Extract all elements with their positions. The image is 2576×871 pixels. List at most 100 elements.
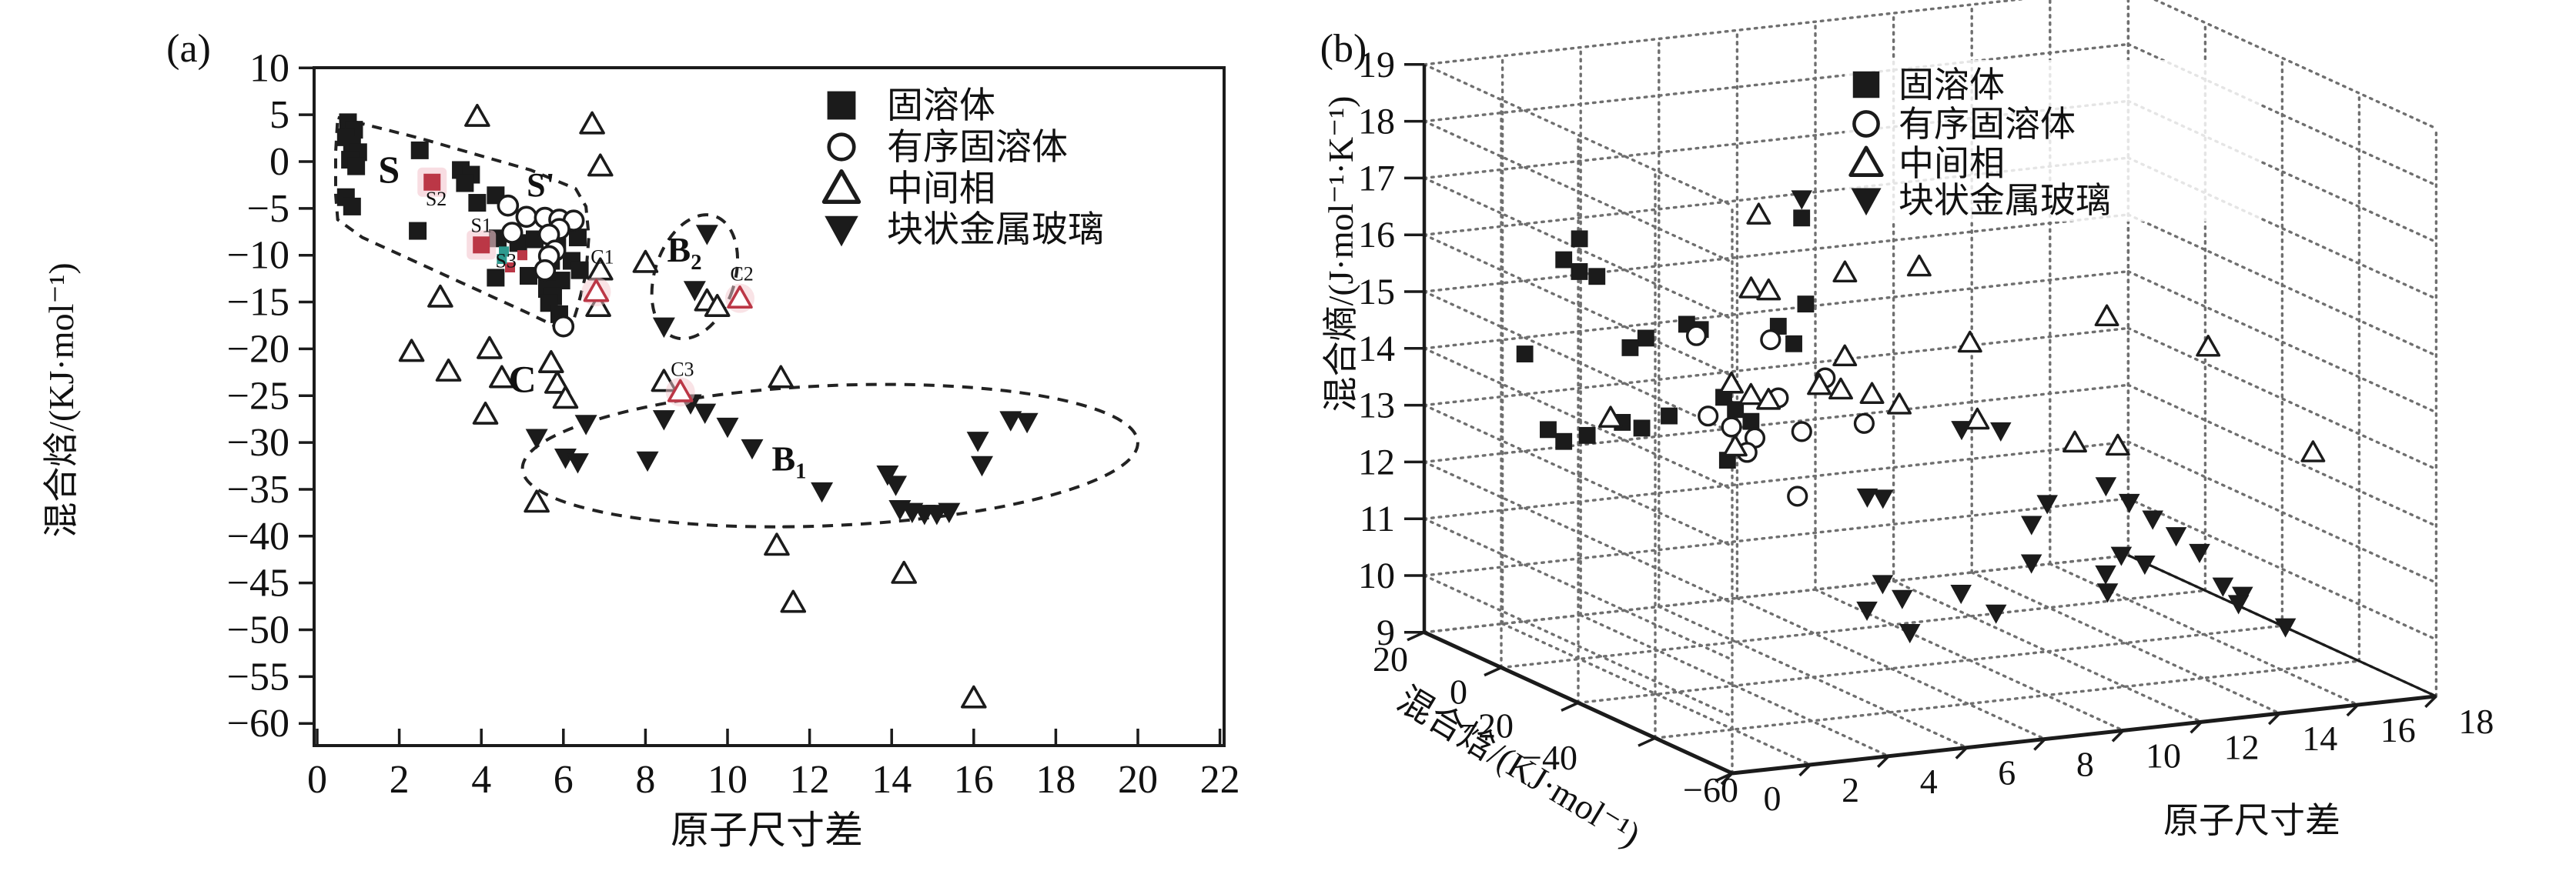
panel-a-label-S3: S3 (495, 250, 516, 272)
中间相-point (1965, 407, 1990, 430)
grid-line (2152, 0, 2438, 130)
x-tick (1876, 755, 1890, 768)
块状金属玻璃-point (2095, 565, 2116, 586)
grid-line (1423, 326, 2130, 407)
块状金属玻璃-point (938, 502, 961, 524)
z-tick-label: 19 (1358, 45, 1395, 85)
有序固溶体-point (1791, 421, 1812, 442)
固溶体-point (552, 272, 570, 290)
x-tick (2267, 712, 2281, 726)
grid-line (1423, 176, 1734, 321)
块状金属玻璃-point (1892, 589, 1913, 609)
grid-line (1423, 0, 2026, 66)
块状金属玻璃-point (1872, 575, 1894, 595)
x-tick (2424, 695, 2437, 709)
中间相-point (1859, 382, 1885, 404)
region-B1-ellipse (520, 382, 1139, 529)
legend-marker-circle-open (827, 132, 856, 162)
块状金属玻璃-point (2096, 583, 2119, 603)
panel-a-series-高亮红色三角 (581, 277, 754, 407)
块状金属玻璃-point (2189, 543, 2210, 563)
有序固溶体-point (552, 315, 575, 338)
块状金属玻璃-point (1950, 585, 1972, 605)
中间相-point (780, 589, 807, 613)
grid-line (1423, 517, 1734, 662)
x-tick-label: 14 (2302, 719, 2337, 758)
y-tick-label: 10 (249, 46, 289, 90)
块状金属玻璃-point (2095, 477, 2117, 497)
高亮红色三角-point (667, 379, 694, 402)
panel-b-ylabel: 混合焓/(KJ·mol⁻¹) (1391, 679, 1648, 855)
x-tick-label: 20 (1118, 758, 1158, 802)
中间相-point (1832, 344, 1858, 367)
中间相-point (1756, 388, 1781, 410)
panel-b-series-块状金属玻璃 (1791, 190, 2297, 644)
grid-line (1970, 571, 2281, 715)
x-tick-label: 22 (1200, 758, 1240, 802)
高亮红色三角-point (727, 285, 753, 309)
块状金属玻璃-point (2021, 516, 2042, 536)
固溶体-point (1578, 426, 1596, 444)
grid-line (1423, 460, 1734, 605)
legend-marker-triangle-open (821, 169, 861, 204)
固溶体-point (1555, 251, 1573, 269)
块状金属玻璃-point (741, 439, 764, 460)
panel-a-letter: (a) (166, 27, 211, 71)
panel-b-letter: (b) (1320, 27, 1367, 71)
grid-line (1423, 233, 1734, 378)
panel-a: (a)0 2 4 6 8 10 12 14 16 18 20 221050−5−10−15−20−25… (42, 27, 1240, 852)
x-tick (1798, 763, 1812, 777)
legend-marker-square-filled (1852, 71, 1880, 98)
grid-line (2049, 562, 2360, 706)
块状金属玻璃-point (683, 281, 706, 302)
panel-a-series-高亮青色小方块 (497, 246, 510, 265)
固溶体-point (1633, 419, 1651, 437)
y-tick (1484, 666, 1502, 677)
块状金属玻璃-point (2110, 546, 2133, 566)
grid-line (2126, 326, 2438, 471)
legend-label: 中间相 (887, 169, 995, 209)
y-tick-label: 5 (269, 93, 289, 137)
高亮红色方块-point (423, 173, 441, 191)
中间相-point (704, 293, 731, 317)
grid-line (1658, 605, 1969, 749)
panel-a-xlabel: 原子尺寸差 (671, 809, 863, 852)
x-tick-label: 0 (1764, 779, 1781, 818)
legend-label: 固溶体 (887, 86, 995, 126)
grid-line (2126, 440, 2438, 585)
legend-marker-triangle-down-filled (1851, 188, 1882, 216)
块状金属玻璃-point (2274, 618, 2297, 638)
panel-a-label-C1: C1 (590, 246, 614, 269)
中间相-point (472, 401, 499, 425)
块状金属玻璃-point (1899, 624, 1921, 644)
中间相-point (1738, 276, 1764, 299)
x-tick-label: 18 (1035, 758, 1076, 802)
固溶体-point (1727, 401, 1745, 419)
中间相-point (489, 365, 515, 389)
x-tick-label: 2 (1842, 770, 1859, 809)
中间相-point (427, 284, 453, 308)
x-tick (1955, 746, 1969, 759)
中间相-point (552, 385, 579, 409)
块状金属玻璃-point (574, 415, 597, 436)
y-tick (1407, 631, 1425, 642)
中间相-point (2062, 430, 2087, 453)
有序固溶体-point (1787, 486, 1808, 507)
块状金属玻璃-point (1015, 412, 1039, 434)
y-tick (1561, 701, 1579, 712)
中间相-point (1887, 392, 1912, 415)
固溶体-point (1555, 432, 1573, 450)
grid-line (1577, 624, 2284, 705)
中间相-point (1722, 434, 1748, 457)
grid-line (1423, 63, 1734, 207)
grid-line (1423, 440, 2130, 520)
固溶体-point (347, 157, 366, 175)
panel-a-frame (313, 66, 1226, 747)
y-tick-label: −40 (227, 515, 289, 559)
x-tick-label: 12 (2224, 727, 2260, 766)
中间相-point (1906, 254, 1932, 277)
有序固溶体-point (1721, 416, 1742, 438)
